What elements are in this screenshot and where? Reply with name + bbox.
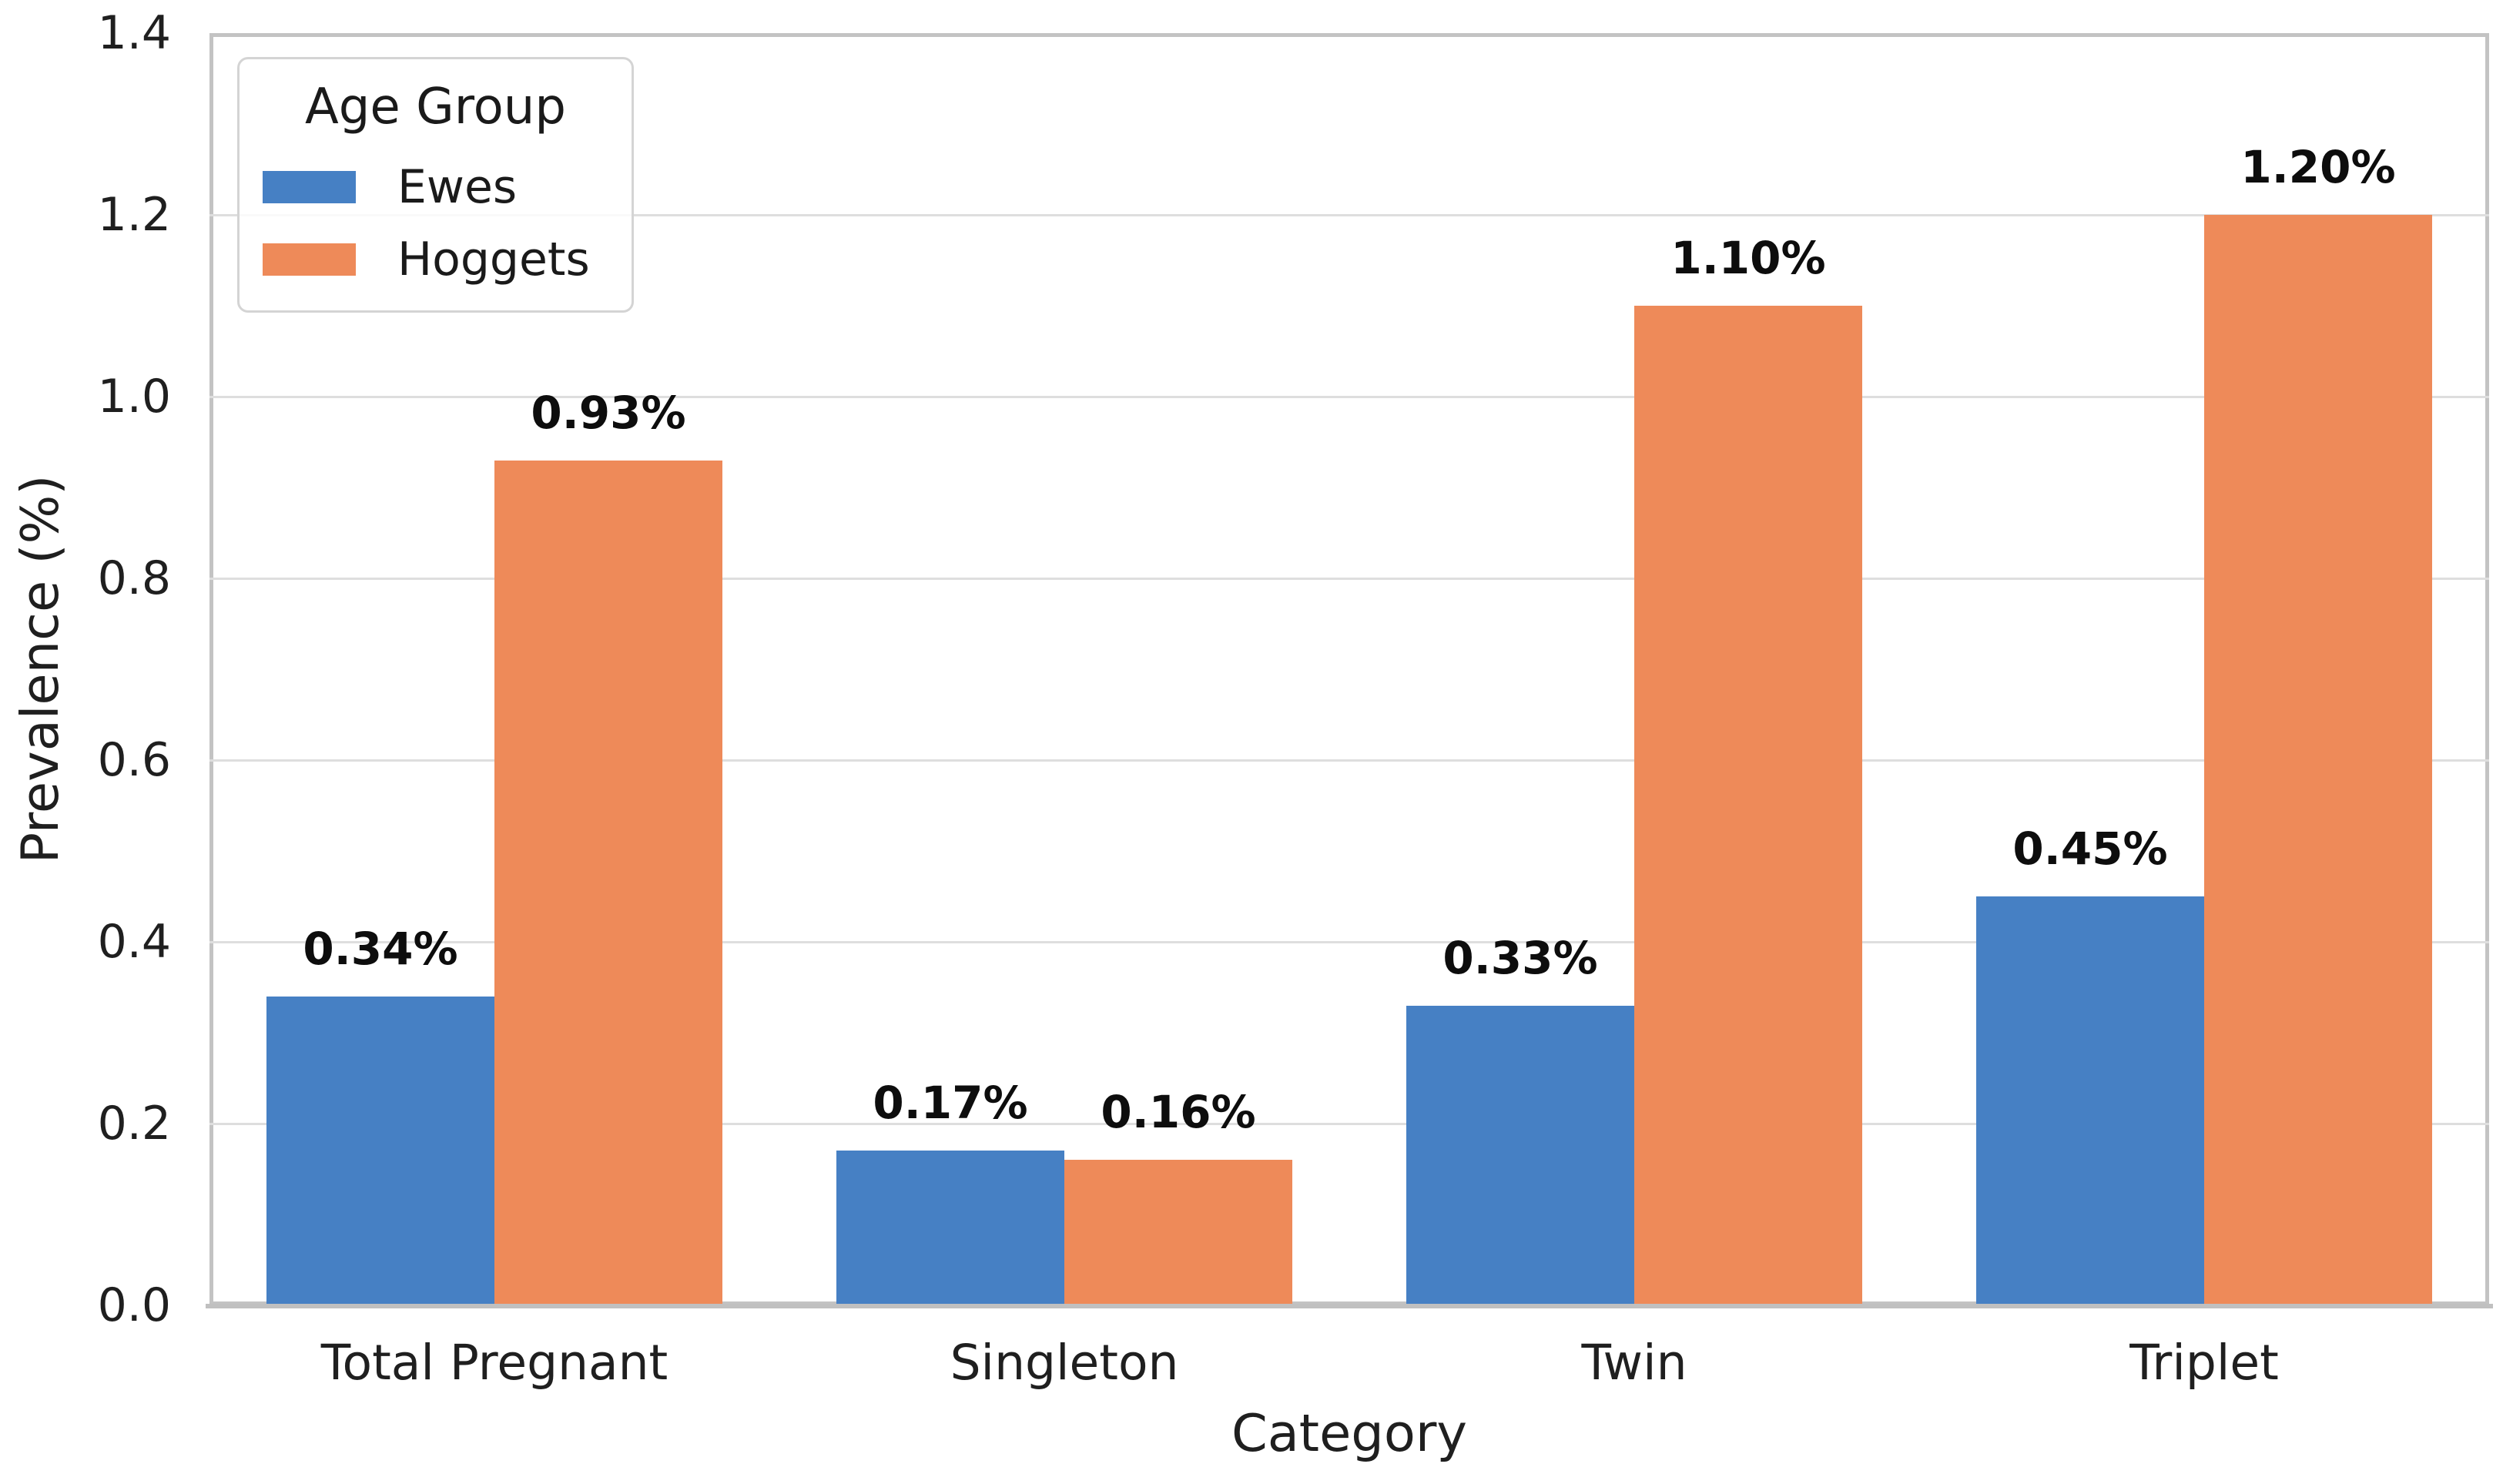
gridline [209,213,2489,216]
bar-hoggets [494,460,722,1305]
y-tick-label: 1.2 [97,188,171,242]
y-tick-label: 1.4 [97,6,171,60]
bar-hoggets [2204,215,2432,1305]
bar-value-label: 0.93% [531,386,686,439]
x-tick-label: Singleton [950,1335,1179,1391]
bar-value-label: 0.34% [303,922,458,975]
y-tick-label: 0.6 [97,733,171,787]
x-tick-label: Total Pregnant [320,1335,668,1391]
bar-value-label: 1.20% [2240,141,2396,193]
bar-hoggets [1064,1160,1292,1305]
y-tick-label: 0.8 [97,551,171,605]
bar-value-label: 0.16% [1101,1086,1256,1139]
x-tick-label: Twin [1581,1335,1687,1391]
legend-title: Age Group [305,79,566,136]
bar-value-label: 0.17% [873,1077,1028,1130]
legend-label: Ewes [397,160,518,214]
bar-value-label: 0.33% [1442,931,1598,984]
y-tick-label: 0.4 [97,915,171,969]
bar-value-label: 0.45% [2012,822,2168,875]
legend: Age Group Ewes Hoggets [237,57,634,313]
legend-rows: Ewes Hoggets [263,159,608,287]
bar-ewes [836,1151,1064,1305]
legend-row: Hoggets [263,232,608,287]
bar-value-label: 1.10% [1670,232,1826,284]
x-tick-label: Triplet [2129,1335,2279,1391]
bar-ewes [1976,896,2204,1305]
legend-row: Ewes [263,159,608,215]
gridline [209,940,2489,943]
bar-hoggets [1634,306,1862,1305]
legend-label: Hoggets [397,233,590,286]
x-axis-line [206,1304,2493,1308]
gridline [209,395,2489,398]
bar-ewes [266,996,494,1305]
gridline [209,1122,2489,1125]
bar-ewes [1406,1005,1634,1305]
legend-swatch-ewes [263,171,356,203]
x-axis-title: Category [1231,1403,1468,1463]
y-tick-label: 1.0 [97,370,171,424]
gridline [209,759,2489,762]
y-axis-title: Prevalence (%) [10,474,70,864]
y-tick-label: 0.2 [97,1097,171,1151]
legend-swatch-hoggets [263,243,356,276]
y-tick-label: 0.0 [97,1278,171,1332]
gridline [209,577,2489,580]
